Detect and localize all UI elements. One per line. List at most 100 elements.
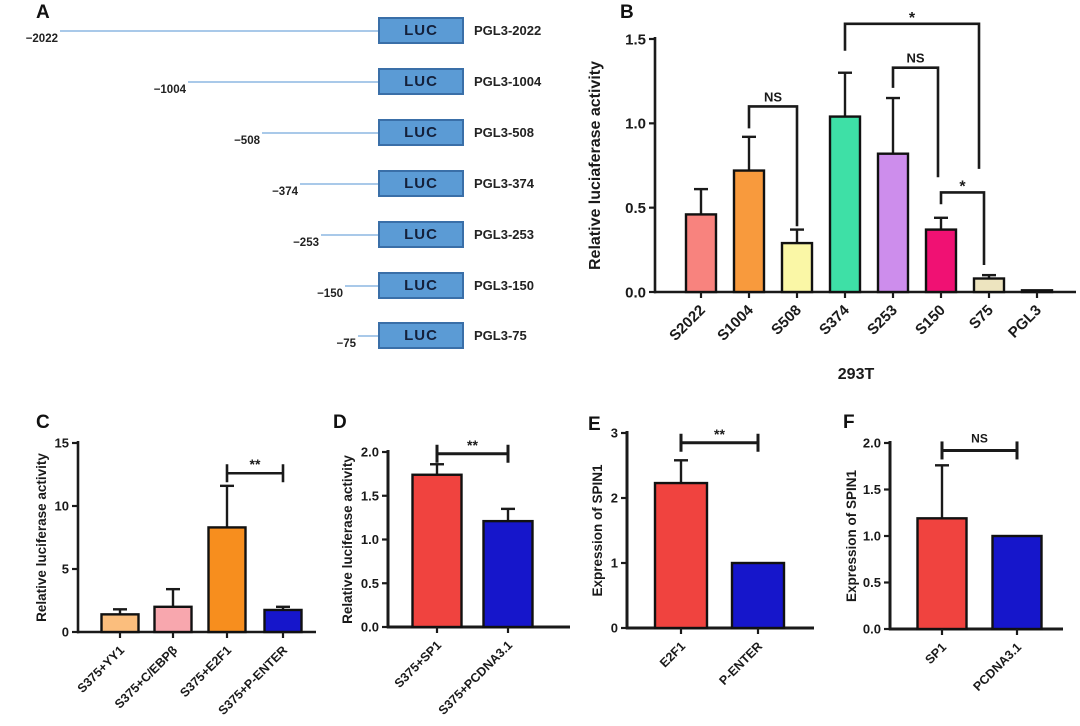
- y-axis-title: Relative luciferase activity: [34, 453, 49, 622]
- y-axis-title: Expression of SPIN1: [844, 469, 859, 602]
- position-label: −75: [336, 337, 356, 350]
- luc-label: LUC: [404, 175, 438, 192]
- position-label: −253: [293, 236, 319, 249]
- sig-bracket-3: [939, 191, 986, 266]
- luc-box: LUC: [378, 68, 464, 95]
- category-label-S508: S508: [768, 302, 805, 339]
- bar-S375+C/EBPβ: [153, 605, 193, 634]
- y-tick-label: 3: [611, 426, 618, 441]
- bar-S375+E2F1: [207, 526, 247, 634]
- sig-label-0: **: [250, 456, 261, 472]
- sig-label-0: NS: [971, 431, 988, 445]
- bar-S508: [780, 241, 814, 294]
- category-label-P-ENTER: P-ENTER: [716, 639, 765, 688]
- panel-a-label: A: [36, 2, 50, 23]
- y-tick-label: 1.0: [863, 529, 881, 544]
- y-tick-label: 2.0: [863, 436, 881, 451]
- category-label-S1004: S1004: [714, 301, 757, 344]
- category-label-PGL3: PGL3: [1005, 302, 1045, 342]
- y-tick-label: 5: [62, 562, 69, 577]
- chart-c-relative-luciferase-activity: 051015S375+YY1S375+C/EBPβS375+E2F1S375+P…: [34, 436, 316, 718]
- construct-name: PGL3-1004: [474, 73, 542, 89]
- category-label-S375+YY1: S375+YY1: [75, 643, 127, 695]
- luc-box: LUC: [378, 322, 464, 349]
- panel-f-label: F: [843, 412, 855, 433]
- construct-name: PGL3-75: [474, 327, 527, 343]
- y-tick-label: 0: [611, 621, 618, 636]
- luc-label: LUC: [404, 327, 438, 344]
- construct-name: PGL3-374: [474, 175, 534, 191]
- y-tick-label: 2: [611, 491, 618, 506]
- bar-S375+PCDNA3.1: [482, 519, 534, 629]
- y-tick-label: 0.0: [863, 622, 881, 637]
- construct-name: PGL3-253: [474, 226, 534, 242]
- luc-label: LUC: [404, 73, 438, 90]
- bar-S374: [828, 115, 862, 294]
- position-label: −508: [234, 134, 260, 147]
- category-label-S75: S75: [966, 302, 997, 333]
- bar-S375+SP1: [411, 473, 463, 629]
- y-tick-label: 1.0: [361, 532, 379, 547]
- luc-box: LUC: [378, 170, 464, 197]
- y-tick-label: 0.5: [625, 200, 646, 217]
- category-label-S375+E2F1: S375+E2F1: [177, 643, 234, 700]
- bar-S2022: [684, 213, 718, 294]
- promoter-line: [321, 233, 378, 236]
- sig-bracket-0: [747, 105, 799, 227]
- category-label-S375+PCDNA3.1: S375+PCDNA3.1: [436, 638, 515, 717]
- y-tick-label: 10: [55, 499, 69, 514]
- position-label: −1004: [153, 83, 186, 96]
- chart-e-expression-of-spin1: 0 1 2 3 E2F1 P-ENTER ** Expression of SPIN1: [590, 426, 814, 688]
- promoter-line: [358, 334, 378, 337]
- sig-bracket-2: [891, 66, 940, 178]
- y-tick-label: 1.5: [863, 482, 881, 497]
- panel-e-label: E: [588, 414, 601, 435]
- bar-P-ENTER: [730, 561, 786, 630]
- sig-label-0: NS: [764, 89, 782, 104]
- panel-b-label: B: [620, 2, 634, 23]
- luc-box: LUC: [378, 17, 464, 44]
- luc-box: LUC: [378, 272, 464, 299]
- y-tick-label: 15: [55, 436, 69, 451]
- position-label: −374: [272, 185, 298, 198]
- y-axis-title: Relative luciferase activity: [340, 455, 355, 624]
- bar-SP1: [916, 517, 968, 631]
- category-label-E2F1: E2F1: [657, 639, 688, 670]
- bar-S150: [924, 228, 958, 294]
- promoter-line: [262, 131, 378, 134]
- bar-PGL3: [1020, 289, 1054, 294]
- y-tick-label: 1: [611, 556, 618, 571]
- panel-c-label: C: [36, 412, 50, 433]
- category-label-S2022: S2022: [666, 302, 709, 345]
- y-tick-label: 0.5: [863, 575, 881, 590]
- luc-box: LUC: [378, 221, 464, 248]
- construct-name: PGL3-508: [474, 124, 534, 140]
- y-tick-label: 1.0: [625, 116, 646, 133]
- construct-name: PGL3-150: [474, 277, 534, 293]
- panel-a-promoter-construct-diagram: −2022 LUC PGL3-2022 −1004 LUC PGL3-1004 −508 LU…: [0, 0, 560, 400]
- chart-b-relative-luciferase-activity: 0.0 0.5 1.0 1.5 S2022 S1004 S508 S374 S253 S150 S7…: [587, 10, 1076, 383]
- luc-label: LUC: [404, 277, 438, 294]
- panel-d-label: D: [333, 412, 347, 433]
- promoter-line: [60, 29, 378, 32]
- position-label: −2022: [25, 32, 58, 45]
- y-tick-label: 0.0: [361, 620, 379, 635]
- category-label-S150: S150: [912, 302, 949, 339]
- luc-label: LUC: [404, 124, 438, 141]
- y-tick-label: 0.5: [361, 576, 379, 591]
- luc-label: LUC: [404, 22, 438, 39]
- bar-S253: [876, 152, 910, 294]
- promoter-line: [345, 284, 378, 287]
- category-label-S253: S253: [864, 302, 901, 339]
- category-label-SP1: SP1: [923, 640, 950, 667]
- y-tick-label: 0: [62, 625, 69, 640]
- bar-PCDNA3.1: [991, 534, 1043, 631]
- category-label-PCDNA3.1: PCDNA3.1: [971, 640, 1025, 694]
- chart-f-expression-of-spin1: 0.0 0.5 1.0 1.5 2.0 SP1 PCDNA3.1 NS Expression o…: [844, 431, 1063, 694]
- y-tick-label: 1.5: [625, 31, 646, 48]
- y-tick-label: 1.5: [361, 488, 379, 503]
- sig-label-3: *: [959, 178, 966, 195]
- x-axis-title: 293T: [838, 366, 875, 383]
